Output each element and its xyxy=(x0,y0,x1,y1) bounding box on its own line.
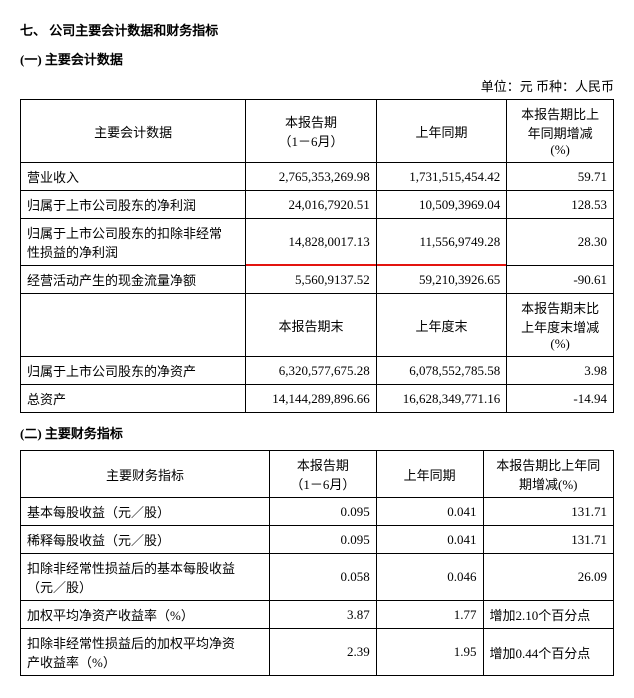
table-cell: 3.98 xyxy=(507,357,614,385)
table-cell: 6,078,552,785.58 xyxy=(376,357,506,385)
table-header-cell: 本报告期（1－6月） xyxy=(270,451,377,498)
table-cell: 0.058 xyxy=(270,554,377,601)
table-cell: 1,731,515,454.42 xyxy=(376,163,506,191)
table-cell: 0.095 xyxy=(270,526,377,554)
table-cell: 基本每股收益（元／股） xyxy=(21,498,270,526)
table-header-cell: 主要会计数据 xyxy=(21,100,246,163)
table-row: 经营活动产生的现金流量净额5,560,9137.5259,210,3926.65… xyxy=(21,266,614,294)
table-header-cell xyxy=(21,294,246,357)
table-cell: 归属于上市公司股东的净利润 xyxy=(21,191,246,219)
accounting-data-table: 主要会计数据本报告期（1－6月）上年同期本报告期比上年同期增减(%)营业收入2,… xyxy=(20,99,614,413)
table-header-cell: 上年度末 xyxy=(376,294,506,357)
table-cell: 增加0.44个百分点 xyxy=(483,629,613,676)
table-cell: 14,144,289,896.66 xyxy=(246,385,376,413)
table-cell: 6,320,577,675.28 xyxy=(246,357,376,385)
table-header-cell: 本报告期比上年同期增减(%) xyxy=(483,451,613,498)
table-row: 归属于上市公司股东的净利润24,016,7920.5110,509,3969.0… xyxy=(21,191,614,219)
table-cell: 增加2.10个百分点 xyxy=(483,601,613,629)
table-cell: 10,509,3969.04 xyxy=(376,191,506,219)
table-cell: 总资产 xyxy=(21,385,246,413)
table-cell: 59,210,3926.65 xyxy=(376,266,506,294)
table-cell: 28.30 xyxy=(507,219,614,266)
table-cell: -90.61 xyxy=(507,266,614,294)
table-cell: 26.09 xyxy=(483,554,613,601)
table-cell: 11,556,9749.28 xyxy=(376,219,506,266)
table-row: 本报告期末上年度末本报告期末比上年度末增减(%) xyxy=(21,294,614,357)
table-cell: 加权平均净资产收益率（%） xyxy=(21,601,270,629)
table-cell: 1.77 xyxy=(376,601,483,629)
table-cell: 128.53 xyxy=(507,191,614,219)
table-header-cell: 本报告期末 xyxy=(246,294,376,357)
table-cell: 1.95 xyxy=(376,629,483,676)
table-cell: 0.041 xyxy=(376,526,483,554)
table-header-cell: 上年同期 xyxy=(376,451,483,498)
table-cell: 59.71 xyxy=(507,163,614,191)
table-cell: 131.71 xyxy=(483,498,613,526)
table-row: 加权平均净资产收益率（%）3.871.77增加2.10个百分点 xyxy=(21,601,614,629)
table-cell: 扣除非经常性损益后的基本每股收益（元／股） xyxy=(21,554,270,601)
table-row: 基本每股收益（元／股）0.0950.041131.71 xyxy=(21,498,614,526)
table-row: 主要会计数据本报告期（1－6月）上年同期本报告期比上年同期增减(%) xyxy=(21,100,614,163)
table-row: 归属于上市公司股东的净资产6,320,577,675.286,078,552,7… xyxy=(21,357,614,385)
table-header-cell: 本报告期（1－6月） xyxy=(246,100,376,163)
table-cell: 2,765,353,269.98 xyxy=(246,163,376,191)
table-row: 扣除非经常性损益后的加权平均净资产收益率（%）2.391.95增加0.44个百分… xyxy=(21,629,614,676)
table-cell: 3.87 xyxy=(270,601,377,629)
table-cell: 2.39 xyxy=(270,629,377,676)
table-cell: 0.095 xyxy=(270,498,377,526)
table-row: 归属于上市公司股东的扣除非经常性损益的净利润14,828,0017.1311,5… xyxy=(21,219,614,266)
financial-indicators-table: 主要财务指标本报告期（1－6月）上年同期本报告期比上年同期增减(%)基本每股收益… xyxy=(20,450,614,676)
table-cell: 131.71 xyxy=(483,526,613,554)
subsection-1-title: (一) 主要会计数据 xyxy=(20,49,614,68)
table-row: 稀释每股收益（元／股）0.0950.041131.71 xyxy=(21,526,614,554)
unit-label: 单位：元 币种：人民币 xyxy=(20,76,614,95)
table-cell: 0.041 xyxy=(376,498,483,526)
table-row: 主要财务指标本报告期（1－6月）上年同期本报告期比上年同期增减(%) xyxy=(21,451,614,498)
table-header-cell: 本报告期末比上年度末增减(%) xyxy=(507,294,614,357)
table-cell: 归属于上市公司股东的净资产 xyxy=(21,357,246,385)
table-header-cell: 本报告期比上年同期增减(%) xyxy=(507,100,614,163)
section-title: 七、 公司主要会计数据和财务指标 xyxy=(20,20,614,39)
table-row: 总资产14,144,289,896.6616,628,349,771.16-14… xyxy=(21,385,614,413)
table-row: 扣除非经常性损益后的基本每股收益（元／股）0.0580.04626.09 xyxy=(21,554,614,601)
table-cell: 经营活动产生的现金流量净额 xyxy=(21,266,246,294)
subsection-2-title: (二) 主要财务指标 xyxy=(20,423,614,442)
table-cell: -14.94 xyxy=(507,385,614,413)
table-cell: 0.046 xyxy=(376,554,483,601)
table-cell: 5,560,9137.52 xyxy=(246,266,376,294)
table-cell: 14,828,0017.13 xyxy=(246,219,376,266)
table-cell: 归属于上市公司股东的扣除非经常性损益的净利润 xyxy=(21,219,246,266)
table-cell: 24,016,7920.51 xyxy=(246,191,376,219)
table-cell: 营业收入 xyxy=(21,163,246,191)
table-header-cell: 主要财务指标 xyxy=(21,451,270,498)
table-row: 营业收入2,765,353,269.981,731,515,454.4259.7… xyxy=(21,163,614,191)
table-header-cell: 上年同期 xyxy=(376,100,506,163)
table-cell: 16,628,349,771.16 xyxy=(376,385,506,413)
table-cell: 稀释每股收益（元／股） xyxy=(21,526,270,554)
table-cell: 扣除非经常性损益后的加权平均净资产收益率（%） xyxy=(21,629,270,676)
